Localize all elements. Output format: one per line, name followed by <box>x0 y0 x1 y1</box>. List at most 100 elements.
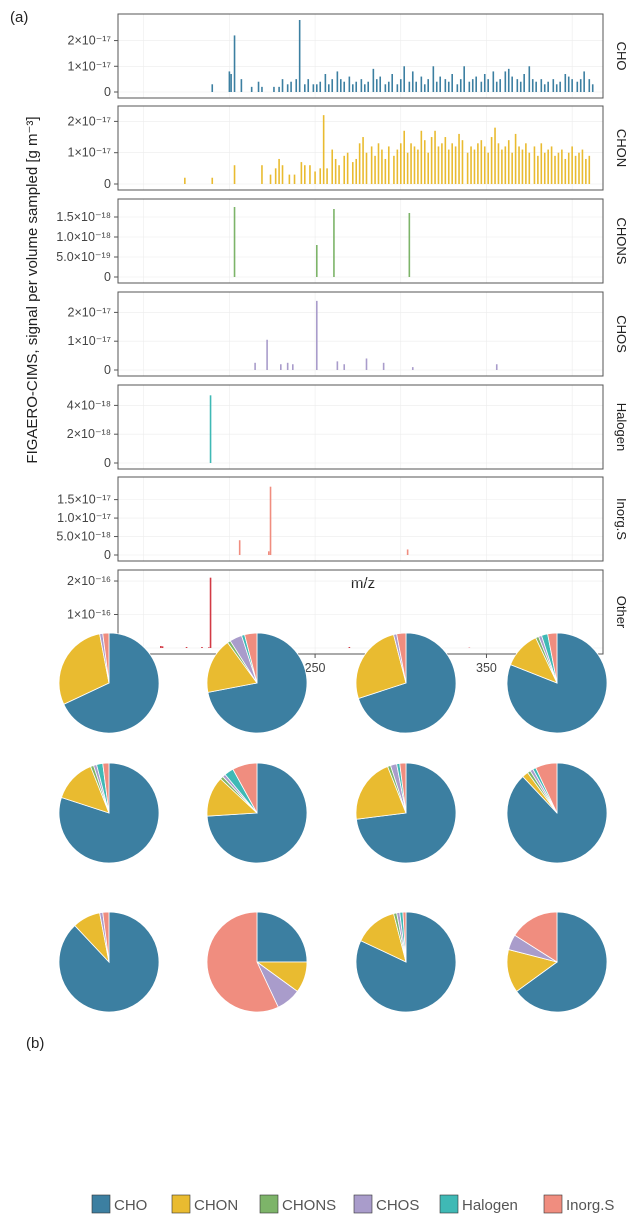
bar <box>304 165 306 184</box>
bar <box>451 143 453 184</box>
bar <box>578 152 580 184</box>
bar <box>384 158 387 184</box>
pie-slice <box>355 634 407 699</box>
y-tick-label: 0 <box>104 270 111 284</box>
bar <box>403 130 406 184</box>
y-tick-label: 0 <box>104 363 111 377</box>
y-tick-label: 2×10⁻¹⁶ <box>67 574 111 588</box>
bar <box>396 84 399 92</box>
bar <box>238 540 241 555</box>
legend-label: CHON <box>194 1197 238 1214</box>
bar <box>552 79 555 92</box>
bar <box>543 152 546 184</box>
y-tick-label: 1.5×10⁻¹⁷ <box>57 493 111 507</box>
bar <box>375 79 378 92</box>
bar <box>487 79 489 92</box>
bar <box>391 74 394 92</box>
bar <box>382 362 385 370</box>
bar <box>399 143 402 184</box>
legend-label: Inorg.S <box>566 1197 614 1214</box>
facet-strip-label: Other <box>614 596 629 629</box>
pie-slice <box>206 641 258 693</box>
bar <box>307 79 310 92</box>
bar <box>427 79 429 92</box>
bar <box>211 84 214 92</box>
pie-slice <box>232 762 258 814</box>
legend-swatch <box>543 1194 563 1214</box>
bar <box>367 81 370 92</box>
panel-frame <box>117 476 604 562</box>
bar <box>161 646 164 648</box>
pie-f13: F13 <box>506 911 608 1013</box>
bar <box>314 171 316 184</box>
y-axis-label: FIGAERO-CIMS, signal per volume sampled … <box>24 116 41 463</box>
facet-chos: 0 1×10⁻¹⁷ 2×10⁻¹⁷ CHOS <box>68 291 629 377</box>
y-tick-label: 0 <box>104 85 111 99</box>
pie-f5: F5 <box>58 762 160 864</box>
legend-label: CHOS <box>376 1197 419 1214</box>
bar <box>564 74 567 92</box>
bar <box>269 174 272 184</box>
bar <box>441 143 443 184</box>
y-tick-label: 1×10⁻¹⁷ <box>68 59 112 73</box>
bar <box>387 81 390 92</box>
bar <box>540 79 543 92</box>
bar <box>557 152 560 184</box>
panel-b-label: (b) <box>26 1035 44 1052</box>
bar <box>427 152 429 184</box>
bar <box>377 143 380 184</box>
bar <box>533 146 536 184</box>
bar <box>480 140 483 184</box>
y-tick-label: 1.0×10⁻¹⁸ <box>56 230 111 244</box>
bar <box>591 84 594 92</box>
bar <box>365 358 368 370</box>
bar <box>468 81 471 92</box>
bar <box>581 149 584 184</box>
bar <box>420 76 423 92</box>
bar <box>411 71 414 92</box>
bar <box>588 79 591 92</box>
bar <box>322 115 325 184</box>
bar <box>420 130 423 184</box>
bar <box>240 79 243 92</box>
facet-chons: 0 5.0×10⁻¹⁹ 1.0×10⁻¹⁸ 1.5×10⁻¹⁸ CHONS <box>56 198 629 284</box>
pie-f10: F10 <box>58 911 160 1013</box>
y-tick-label: 1.0×10⁻¹⁷ <box>57 511 111 525</box>
legend: CHO CHON CHONS CHOS Halogen Inorg.S <box>91 1194 614 1214</box>
bar <box>483 146 486 184</box>
bar <box>295 79 298 92</box>
bar <box>451 74 453 92</box>
bar <box>324 74 327 92</box>
bar <box>417 149 419 184</box>
bar <box>184 177 186 184</box>
bar <box>298 20 301 92</box>
bar <box>432 66 435 92</box>
bar <box>338 165 340 184</box>
pie-f9: F9 <box>506 762 608 864</box>
bar <box>588 155 591 184</box>
bar <box>319 168 322 184</box>
bar <box>362 137 364 184</box>
bar <box>490 137 493 184</box>
bar <box>444 137 447 184</box>
pie-grid: F1 F2 F3 F4 F5 F7 F8 F9 F10 F11 F12 F13 <box>58 632 608 1013</box>
bar <box>456 84 459 92</box>
bar <box>504 146 507 184</box>
bar <box>266 339 268 370</box>
facet-panels: 0 1×10⁻¹⁷ 2×10⁻¹⁷ CHO 0 1×10⁻¹⁷ 2×10⁻¹⁷ CHON 0 5.… <box>56 13 629 655</box>
pie-f4: F4 <box>506 632 608 734</box>
bar <box>466 152 469 184</box>
bar <box>406 549 409 555</box>
bar <box>495 81 498 92</box>
bar <box>348 76 351 92</box>
y-tick-label: 0 <box>104 177 111 191</box>
pie-f7: F7 <box>206 762 308 864</box>
bar <box>358 143 361 184</box>
bar <box>475 76 477 92</box>
bar <box>410 143 412 184</box>
bar <box>521 149 524 184</box>
bar <box>309 165 311 184</box>
bar <box>351 84 354 92</box>
bar <box>571 146 573 184</box>
bar <box>470 146 472 184</box>
